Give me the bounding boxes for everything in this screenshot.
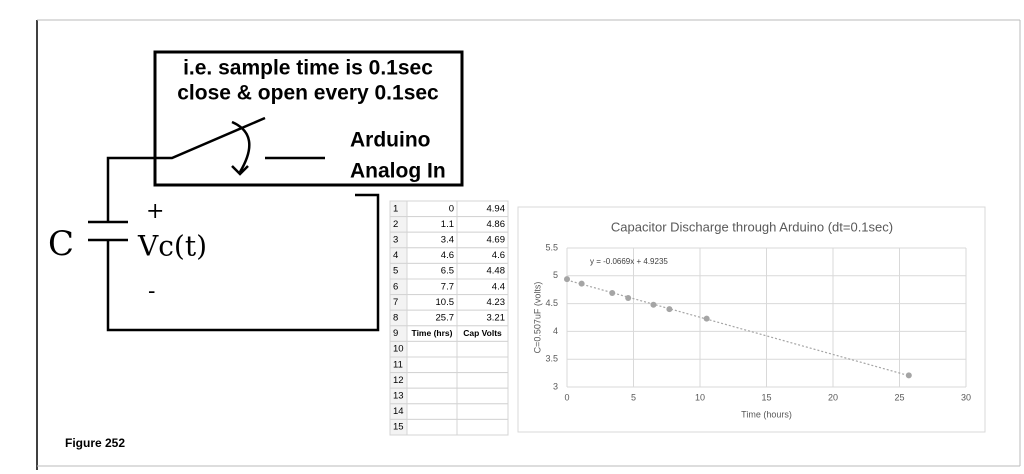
note-line: close & open every 0.1sec xyxy=(177,82,439,105)
cell-value: 4.48 xyxy=(487,266,506,277)
row-number: 6 xyxy=(393,281,398,292)
trendline xyxy=(566,279,909,377)
cell-value: 4.69 xyxy=(487,235,506,246)
x-tick-label: 0 xyxy=(564,392,569,402)
cell-value: 25.7 xyxy=(436,313,455,324)
x-tick-label: 25 xyxy=(894,392,904,402)
cell xyxy=(406,356,458,374)
note-line: i.e. sample time is 0.1sec xyxy=(183,57,433,80)
cell-value: 4.6 xyxy=(441,250,454,261)
row-number: 4 xyxy=(393,250,398,261)
y-tick-label: 3 xyxy=(553,381,558,391)
cell xyxy=(456,403,509,420)
cell xyxy=(406,403,458,420)
data-point xyxy=(578,280,585,287)
cell-value: 4.94 xyxy=(487,203,506,214)
row-number: 5 xyxy=(393,266,398,277)
switch-arrow xyxy=(231,120,251,176)
cell xyxy=(456,356,509,374)
cell-value: 4.4 xyxy=(492,281,505,292)
row-number: 13 xyxy=(393,391,404,402)
row-number: 8 xyxy=(393,313,398,324)
y-axis-label: C=0.507uF (volts) xyxy=(532,282,542,354)
cell xyxy=(456,418,509,436)
caption: Figure 252 xyxy=(65,436,125,450)
row-number: 3 xyxy=(393,235,398,246)
cell-value: 4.86 xyxy=(487,219,506,230)
row-number: 12 xyxy=(393,375,404,386)
data-point xyxy=(905,372,912,379)
chart-frame xyxy=(517,206,986,433)
row-number: 1 xyxy=(393,203,398,214)
y-tick-label: 3.5 xyxy=(545,354,558,364)
x-tick-label: 30 xyxy=(961,392,971,402)
row-number: 14 xyxy=(393,406,404,417)
cell xyxy=(406,340,458,358)
chart-title: Capacitor Discharge through Arduino (dt=… xyxy=(611,219,893,234)
cell xyxy=(456,387,509,405)
y-tick-label: 5 xyxy=(553,270,558,280)
circuit xyxy=(88,50,464,332)
data-point xyxy=(666,306,673,313)
row-number: 7 xyxy=(393,297,398,308)
cell xyxy=(406,372,458,389)
row-number: 15 xyxy=(393,422,404,433)
row-number: 2 xyxy=(393,219,398,230)
cell-value: 0 xyxy=(449,203,454,214)
cell-value: 4.23 xyxy=(487,297,506,308)
cell-value: 4.6 xyxy=(492,250,505,261)
plus-sign: + xyxy=(146,199,164,224)
output-label: Analog In xyxy=(350,160,446,183)
row-number: 11 xyxy=(393,359,403,370)
note-box xyxy=(153,50,464,187)
minus-sign: - xyxy=(148,279,155,304)
cell xyxy=(456,372,509,389)
data-point xyxy=(703,315,710,322)
cell xyxy=(406,387,458,405)
trendline-equation: y = -0.0669x + 4.9235 xyxy=(590,257,668,266)
wire-return xyxy=(106,193,380,332)
data-point xyxy=(650,301,657,308)
y-tick-label: 5.5 xyxy=(545,242,558,252)
capacitor-label: C xyxy=(48,224,74,264)
y-tick-label: 4 xyxy=(553,326,558,336)
y-tick-label: 4.5 xyxy=(545,298,558,308)
cell xyxy=(406,418,458,436)
cell-value: 3.21 xyxy=(487,313,506,324)
cell xyxy=(456,340,509,358)
cell-value: 1.1 xyxy=(441,219,454,230)
cell-value: 7.7 xyxy=(441,281,454,292)
chart: Capacitor Discharge through Arduino (dt=… xyxy=(532,219,971,419)
x-axis-label: Time (hours) xyxy=(741,409,792,419)
cell-value: 10.5 xyxy=(436,297,455,308)
output-label: Arduino xyxy=(350,129,430,152)
row-number: 10 xyxy=(393,344,404,355)
wire-left xyxy=(106,116,266,222)
row-number: 9 xyxy=(393,328,398,339)
cell-value: 3.4 xyxy=(441,235,454,246)
spreadsheet: 1 0 4.942 1.1 4.863 3.4 4.694 4.6 4.65 6.5 4.486 7.… xyxy=(389,200,509,436)
x-tick-label: 20 xyxy=(828,392,838,402)
cell-value: Time (hrs) xyxy=(412,328,453,338)
voltage-label: Vc(t) xyxy=(137,230,207,263)
data-point xyxy=(625,295,632,302)
x-tick-label: 5 xyxy=(631,392,636,402)
data-point xyxy=(609,290,616,297)
cell-value: Cap Volts xyxy=(463,328,502,338)
x-tick-label: 10 xyxy=(695,392,705,402)
cell-value: 6.5 xyxy=(441,266,454,277)
x-tick-label: 15 xyxy=(761,392,771,402)
data-point xyxy=(564,276,570,283)
